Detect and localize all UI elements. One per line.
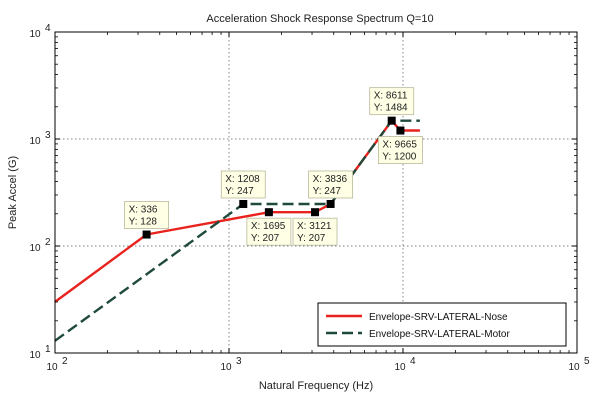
x-tick-exponent: 4 [410, 356, 416, 367]
datatip-marker [264, 208, 273, 217]
datatip-y-label: Y: 207 [251, 233, 280, 244]
x-tick-label: 10 [568, 362, 580, 373]
x-tick-exponent: 5 [584, 356, 590, 367]
datatip-marker [387, 116, 396, 125]
datatip-box [220, 170, 266, 199]
datatip-y-label: Y: 1200 [382, 152, 416, 163]
y-tick-label: 10 [29, 350, 41, 361]
datatip-marker [396, 126, 405, 135]
datatip-x-label: X: 9665 [382, 140, 417, 151]
datatip-y-label: Y: 128 [129, 217, 158, 228]
datatip-x-label: X: 336 [129, 205, 158, 216]
datatip-marker [142, 230, 151, 239]
datatip-marker [239, 199, 248, 208]
datatip-marker [311, 208, 320, 217]
x-tick-exponent: 3 [236, 356, 242, 367]
datatip-x-label: X: 1208 [225, 174, 260, 185]
x-axis-label: Natural Frequency (Hz) [259, 380, 373, 392]
y-tick-exponent: 4 [45, 23, 51, 34]
datatip-box [246, 217, 292, 246]
plot-frame [54, 31, 578, 354]
legend-label-1: Envelope-SRV-LATERAL-Nose [369, 312, 508, 323]
y-tick-label: 10 [29, 136, 41, 147]
y-axis-label: Peak Accel (G) [7, 156, 19, 229]
datatip-x-label: X: 3121 [297, 221, 332, 232]
datatip-box [308, 170, 353, 199]
datatip-y-label: Y: 247 [313, 186, 342, 197]
x-tick-label: 10 [220, 362, 232, 373]
datatip-markers [142, 116, 405, 239]
axis-ticks: 10 2 10 3 10 4 10 5 10 1 10 2 10 3 10 4 [29, 23, 590, 373]
legend-label-2: Envelope-SRV-LATERAL-Motor [369, 329, 510, 340]
y-tick-label: 10 [29, 29, 41, 40]
datatip-box [369, 87, 415, 116]
x-tick-label: 10 [394, 362, 406, 373]
y-tick-label: 10 [29, 243, 41, 254]
y-tick-exponent: 3 [45, 130, 51, 141]
datatip-y-label: Y: 1484 [374, 103, 408, 114]
datatip-box [124, 201, 169, 229]
datatip-x-label: X: 1695 [251, 221, 286, 232]
datatip-y-label: Y: 207 [297, 233, 326, 244]
datatip-marker [326, 199, 335, 208]
datatip-x-label: X: 3836 [313, 174, 348, 185]
legend-box [317, 302, 567, 347]
datatip-box [378, 136, 423, 164]
datatip-box [292, 217, 338, 246]
y-tick-exponent: 2 [45, 237, 51, 248]
chart-title: Acceleration Shock Response Spectrum Q=1… [206, 13, 433, 25]
x-tick-exponent: 2 [62, 356, 68, 367]
legend: Envelope-SRV-LATERAL-Nose Envelope-SRV-LA… [317, 302, 567, 347]
x-tick-label: 10 [46, 362, 58, 373]
datatip-y-label: Y: 247 [225, 186, 254, 197]
y-tick-exponent: 1 [45, 344, 51, 355]
datatip-x-label: X: 8611 [374, 91, 408, 102]
